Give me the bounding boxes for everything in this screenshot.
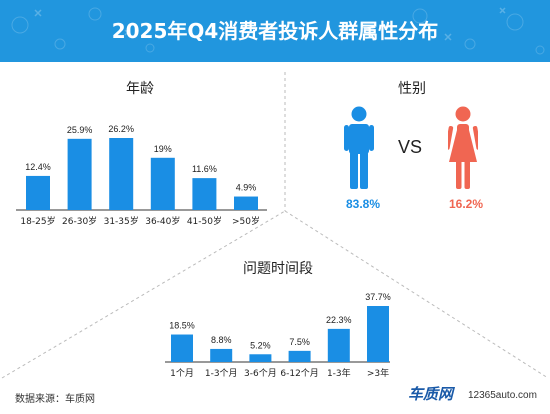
header-banner: 2025年Q4消费者投诉人群属性分布 <box>0 0 550 62</box>
duration-bar <box>367 306 389 362</box>
age-bar <box>150 157 175 210</box>
age-bar <box>109 138 134 210</box>
duration-value-label: 5.2% <box>250 340 271 350</box>
age-category-label: >50岁 <box>232 215 260 227</box>
data-source: 数据来源：车质网 <box>15 394 95 405</box>
age-section-title: 年龄 <box>126 81 154 97</box>
duration-category-label: 1-3年 <box>327 367 351 379</box>
age-bar <box>192 178 217 210</box>
age-value-label: 12.4% <box>25 162 51 172</box>
duration-value-label: 18.5% <box>169 321 195 331</box>
age-bar <box>67 138 92 210</box>
female-person-icon <box>448 106 478 189</box>
duration-value-label: 8.8% <box>211 335 232 345</box>
age-bar <box>26 175 50 210</box>
brand-url: 12365auto.com <box>468 390 537 401</box>
age-value-label: 11.6% <box>192 164 217 174</box>
age-category-label: 18-25岁 <box>20 215 55 227</box>
age-value-label: 26.2% <box>108 124 134 134</box>
male-person-icon <box>344 106 374 189</box>
duration-bar <box>171 334 193 362</box>
age-value-label: 25.9% <box>67 125 93 135</box>
duration-value-label: 7.5% <box>289 337 310 347</box>
female-percentage: 16.2% <box>449 197 484 211</box>
header-pattern <box>11 7 545 55</box>
duration-category-label: 1个月 <box>170 368 194 379</box>
duration-category-label: >3年 <box>367 367 389 379</box>
age-value-label: 4.9% <box>236 183 257 193</box>
male-percentage: 83.8% <box>346 197 381 211</box>
duration-category-label: 1-3个月 <box>205 368 238 379</box>
age-value-label: 19% <box>154 144 172 154</box>
duration-value-label: 37.7% <box>365 292 391 302</box>
vs-label: VS <box>398 137 423 157</box>
age-bar <box>234 196 258 210</box>
age-category-label: 26-30岁 <box>62 215 97 227</box>
duration-bar <box>249 354 272 362</box>
duration-category-label: 3-6个月 <box>244 368 277 379</box>
brand-logo: 车质网 <box>408 385 454 403</box>
age-category-label: 31-35岁 <box>104 215 139 227</box>
duration-value-label: 22.3% <box>326 315 352 325</box>
duration-category-label: 6-12个月 <box>280 368 318 379</box>
age-category-label: 41-50岁 <box>187 215 222 227</box>
duration-bar <box>210 348 233 362</box>
duration-section-title: 问题时间段 <box>243 261 313 277</box>
duration-bar <box>327 328 350 362</box>
gender-section-title: 性别 <box>398 81 426 97</box>
chart-title: 2025年Q4消费者投诉人群属性分布 <box>111 19 439 43</box>
age-category-label: 36-40岁 <box>145 215 180 227</box>
duration-bar <box>288 350 311 362</box>
